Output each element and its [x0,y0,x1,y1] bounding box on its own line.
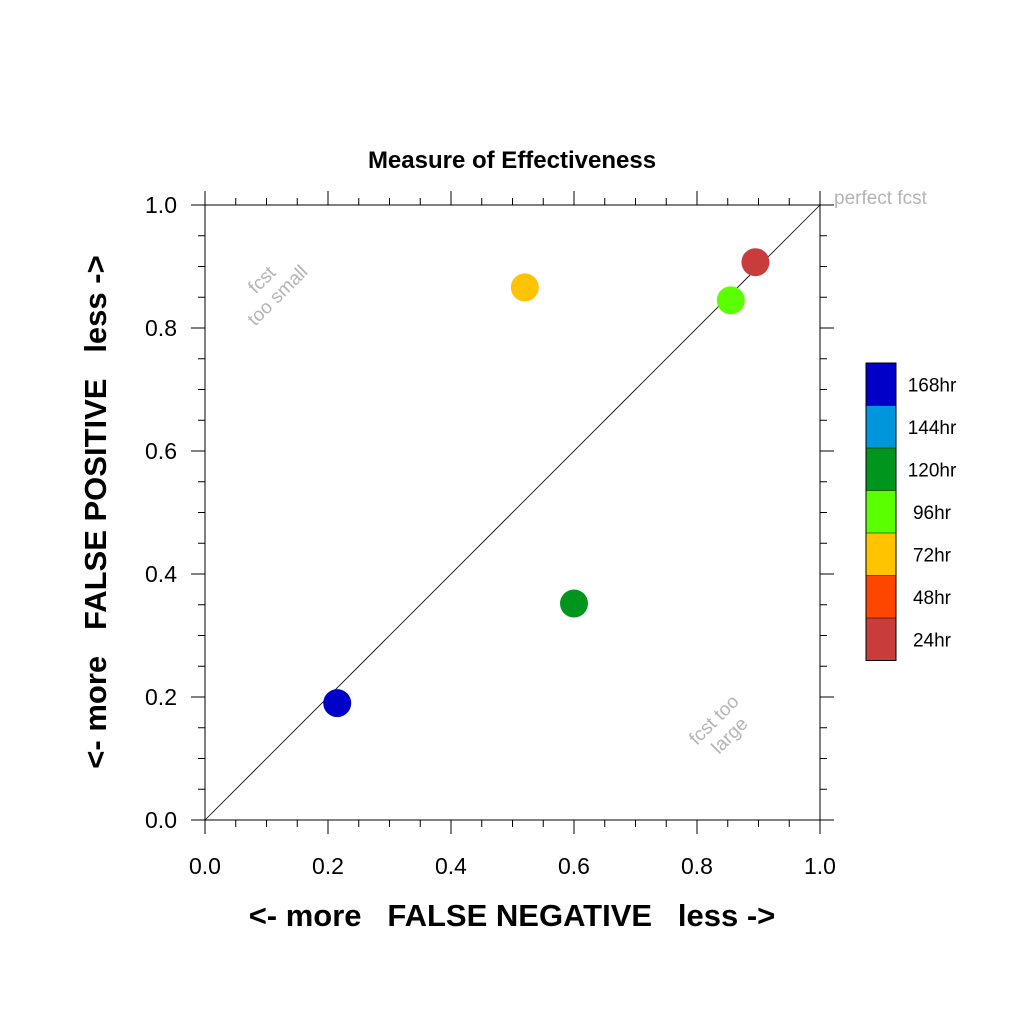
axis-tick-labels: 0.0 0.2 0.4 0.6 0.8 1.0 0.0 0.2 0.4 0.6 0.8 1.0 [145,192,836,879]
legend-label-144hr: 144hr [908,418,957,439]
legend-label-24hr: 24hr [913,630,952,651]
legend-label-120hr: 120hr [908,460,957,481]
fcst-too-large-annotation: fcst too large [685,691,752,758]
data-point-72hr [510,273,539,302]
x-tick-label: 0.6 [558,853,590,879]
legend-swatch-24hr [866,618,896,661]
chart-title: Measure of Effectiveness [368,147,656,174]
legend: 168hr 144hr 120hr 96hr 72hr 48hr 24hr [865,362,957,661]
fcst-too-small-line2: too small [244,262,313,331]
axis-ticks [191,191,834,834]
x-tick-label: 1.0 [804,853,836,879]
legend-swatch-72hr [866,533,896,576]
legend-swatch-120hr [866,448,896,491]
fcst-too-small-annotation: fcst too small [244,262,313,331]
y-tick-label: 0.6 [145,438,177,464]
data-points [323,248,770,718]
legend-label-48hr: 48hr [913,588,952,609]
y-tick-label: 0.0 [145,807,177,833]
legend-label-168hr: 168hr [908,375,957,396]
y-tick-label: 1.0 [145,192,177,218]
y-tick-label: 0.8 [145,315,177,341]
data-point-168hr [323,689,352,718]
legend-border [865,362,897,661]
perfect-forecast-label: perfect fcst [834,188,928,209]
legend-swatch-168hr [866,363,896,406]
x-tick-label: 0.4 [435,853,467,879]
x-tick-label: 0.0 [189,853,221,879]
data-point-24hr [741,248,770,277]
x-axis-title: <- more FALSE NEGATIVE less -> [249,898,776,933]
legend-swatch-144hr [866,405,896,448]
data-point-120hr [560,589,588,618]
perfect-forecast-diagonal [204,204,821,821]
y-tick-label: 0.2 [145,684,177,710]
x-tick-label: 0.2 [312,853,344,879]
y-axis-title: <- more FALSE POSITIVE less -> [78,255,113,768]
legend-label-72hr: 72hr [913,545,952,566]
x-tick-label: 0.8 [681,853,713,879]
y-tick-label: 0.4 [145,561,177,587]
data-point-96hr [716,286,745,315]
legend-swatch-48hr [866,575,896,618]
legend-swatch-96hr [866,490,896,533]
legend-label-96hr: 96hr [913,503,952,524]
